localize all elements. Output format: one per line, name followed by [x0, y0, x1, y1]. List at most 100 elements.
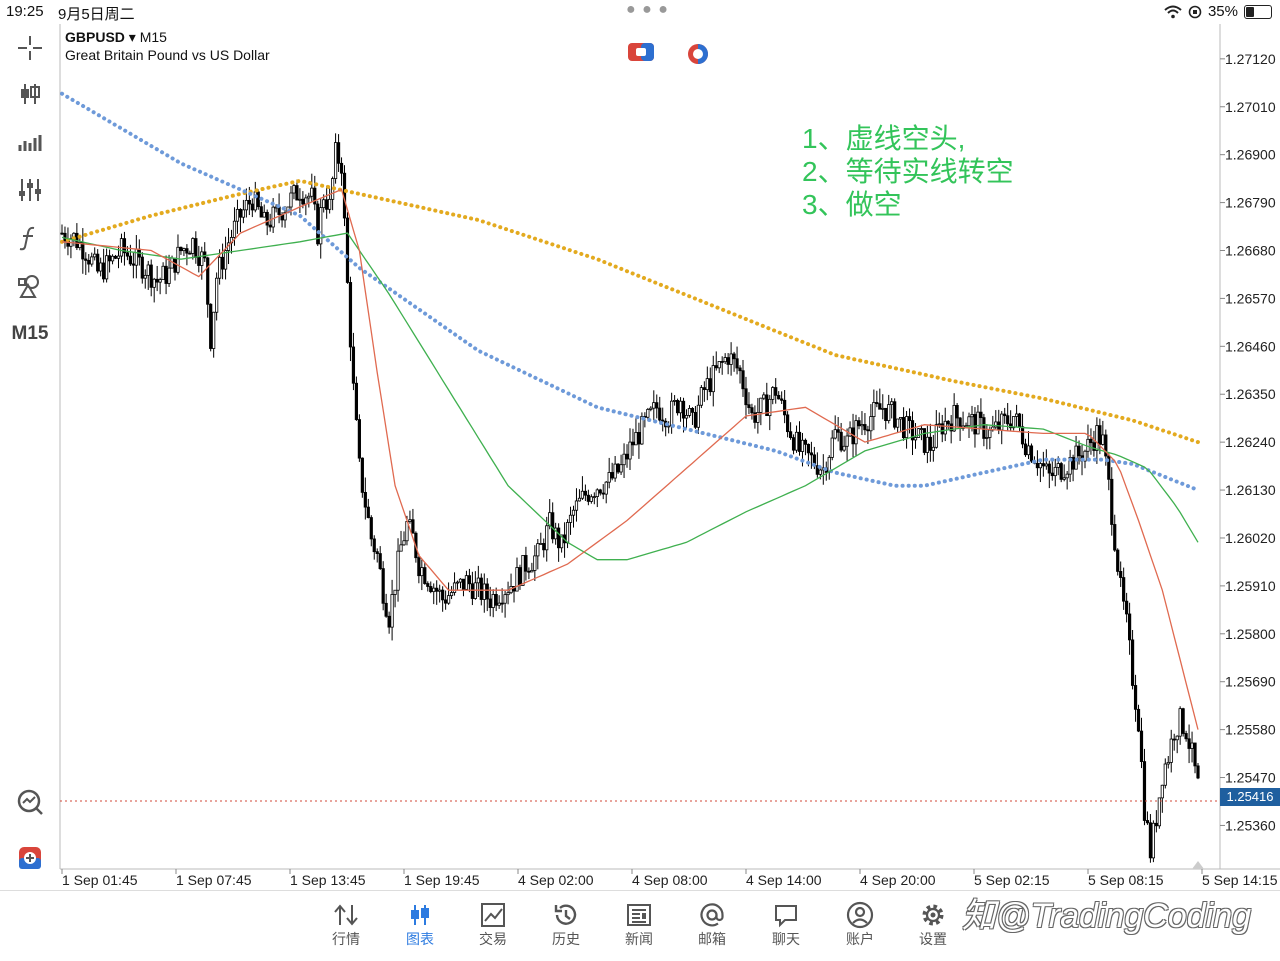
candle-body — [500, 602, 504, 605]
candle-body — [408, 519, 412, 522]
nav-news[interactable]: 新闻 — [609, 901, 669, 949]
candle-body — [125, 252, 130, 257]
candle-body — [143, 274, 147, 279]
candle-body — [794, 431, 799, 451]
candle-body — [640, 416, 644, 445]
candle-body — [393, 589, 397, 595]
nav-history-label: 历史 — [552, 931, 580, 947]
candle-body — [152, 278, 156, 288]
candle-body — [887, 404, 891, 422]
symbol-timeframe: M15 — [139, 29, 167, 45]
symbol-dropdown-icon[interactable]: ▾ — [128, 29, 136, 45]
function-icon[interactable] — [10, 220, 50, 256]
candle-body — [63, 232, 67, 242]
candle-body — [687, 408, 692, 416]
candle-body — [619, 464, 623, 473]
candle-body — [598, 489, 602, 494]
candle-body — [741, 370, 745, 390]
nav-chat[interactable]: 聊天 — [756, 901, 816, 949]
crosshair-icon[interactable] — [10, 30, 50, 66]
candle-body — [206, 257, 210, 305]
candle-body — [292, 185, 296, 194]
candle-body — [1101, 434, 1105, 445]
candle-body — [60, 232, 64, 235]
one-click-trade-icon[interactable] — [10, 840, 50, 876]
left-toolbar: M15 — [0, 26, 58, 886]
candle-body — [360, 457, 364, 493]
candle-body — [916, 428, 921, 438]
candle-body — [649, 407, 653, 410]
candle-body — [756, 412, 760, 423]
current-price-tag: 1.25416 — [1220, 788, 1280, 806]
candlestick-icon[interactable] — [10, 76, 50, 112]
candle-body — [1041, 463, 1045, 467]
symbol-name[interactable]: GBPUSD — [65, 29, 125, 45]
shapes-icon[interactable] — [10, 268, 50, 304]
candle-body — [1184, 733, 1188, 740]
candle-body — [1136, 708, 1141, 732]
indicators-icon[interactable] — [10, 124, 50, 160]
candle-body — [429, 586, 433, 593]
candle-body — [235, 208, 240, 222]
y-tick-label: 1.26460 — [1225, 338, 1276, 354]
multitask-dots-icon[interactable]: ● ● ● — [626, 1, 669, 18]
nav-account[interactable]: 账户 — [830, 901, 890, 949]
price-chart[interactable]: 1.27120 1.27010 1.26900 1.26790 1.26680 1.265… — [0, 24, 1280, 890]
watermark: 知@TradingCoding — [962, 897, 1252, 935]
candle-body — [967, 416, 971, 427]
news-icon — [609, 901, 669, 929]
nav-trade-label: 交易 — [479, 931, 507, 947]
candle-body — [940, 423, 944, 435]
candle-body — [488, 598, 492, 608]
candle-body — [223, 250, 228, 270]
candle-body — [568, 514, 573, 523]
y-tick-label: 1.26900 — [1225, 147, 1276, 163]
candle-body — [622, 453, 626, 466]
candle-body — [1062, 477, 1066, 480]
depth-of-market-icon[interactable] — [686, 42, 710, 71]
candle-body — [372, 538, 376, 553]
chart-area[interactable]: 1.27120 1.27010 1.26900 1.26790 1.26680 1.265… — [0, 24, 1280, 890]
candle-body — [1050, 472, 1054, 477]
battery-icon — [1244, 4, 1272, 19]
candle-body — [946, 420, 950, 425]
candle-body — [289, 192, 293, 208]
candle-body — [1107, 455, 1111, 480]
account-icon — [830, 901, 890, 929]
nav-chart[interactable]: 图表 — [390, 901, 450, 949]
nav-settings[interactable]: 设置 — [903, 901, 963, 949]
chart-search-icon[interactable] — [10, 784, 50, 820]
sliders-icon[interactable] — [10, 172, 50, 208]
chat-icon — [756, 901, 816, 929]
y-tick-label: 1.25910 — [1225, 578, 1276, 594]
candle-body — [396, 550, 400, 591]
y-tick-label: 1.25580 — [1225, 722, 1276, 738]
nav-trade[interactable]: 交易 — [463, 901, 523, 949]
candle-body — [866, 429, 870, 432]
candle-body — [560, 534, 564, 549]
nav-history[interactable]: 历史 — [536, 901, 596, 949]
candle-body — [161, 265, 165, 281]
candle-body — [244, 199, 248, 211]
candle-body — [241, 209, 246, 218]
candle-body — [982, 417, 986, 439]
candle-body — [607, 472, 611, 483]
candle-body — [164, 265, 168, 284]
x-tick-label: 1 Sep 01:45 — [62, 872, 138, 888]
candle-body — [976, 411, 980, 435]
y-tick-label: 1.27010 — [1225, 99, 1276, 115]
candle-body — [678, 400, 683, 414]
candle-body — [988, 429, 992, 438]
candle-body — [809, 452, 814, 456]
timeframe-selector[interactable]: M15 — [11, 323, 49, 344]
candle-body — [913, 437, 918, 441]
nav-mailbox[interactable]: 邮箱 — [682, 901, 742, 949]
x-tick-label: 5 Sep 08:15 — [1088, 872, 1164, 888]
candle-body — [384, 602, 388, 617]
candle-body — [937, 423, 941, 426]
candle-body — [788, 431, 793, 439]
nav-quotes[interactable]: 行情 — [316, 901, 376, 949]
x-tick-label: 4 Sep 14:00 — [746, 872, 822, 888]
trade-panel-icon[interactable] — [628, 42, 654, 67]
candle-body — [702, 387, 706, 391]
